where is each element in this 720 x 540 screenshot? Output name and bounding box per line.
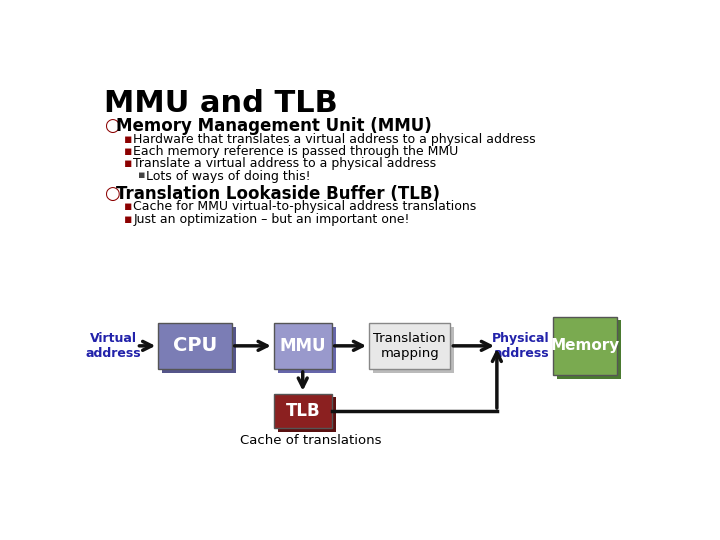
Text: Cache of translations: Cache of translations: [240, 434, 381, 448]
Text: ▪: ▪: [124, 213, 132, 226]
Text: TLB: TLB: [285, 402, 320, 420]
Bar: [277, 397, 336, 432]
Bar: [274, 323, 332, 369]
Bar: [369, 323, 451, 369]
Bar: [277, 327, 336, 373]
Text: Hardware that translates a virtual address to a physical address: Hardware that translates a virtual addre…: [133, 132, 536, 146]
Bar: [373, 327, 454, 373]
Bar: [158, 323, 232, 369]
Text: Memory Management Unit (MMU): Memory Management Unit (MMU): [117, 117, 432, 135]
Text: ○: ○: [104, 117, 120, 135]
Text: Cache for MMU virtual-to-physical address translations: Cache for MMU virtual-to-physical addres…: [133, 200, 477, 213]
Text: Lots of ways of doing this!: Lots of ways of doing this!: [145, 170, 310, 183]
Text: Translation Lookaside Buffer (TLB): Translation Lookaside Buffer (TLB): [117, 185, 441, 203]
Text: Memory: Memory: [551, 339, 620, 353]
Bar: [554, 316, 617, 375]
Text: Translate a virtual address to a physical address: Translate a virtual address to a physica…: [133, 157, 436, 170]
Bar: [274, 394, 332, 428]
Text: ○: ○: [104, 185, 120, 203]
Text: ▪: ▪: [124, 200, 132, 213]
Text: ▪: ▪: [138, 170, 145, 179]
Text: ▪: ▪: [124, 157, 132, 170]
Text: Each memory reference is passed through the MMU: Each memory reference is passed through …: [133, 145, 459, 158]
Text: MMU and TLB: MMU and TLB: [104, 90, 338, 118]
Text: ▪: ▪: [124, 145, 132, 158]
Text: MMU: MMU: [279, 337, 326, 355]
Text: Virtual
address: Virtual address: [86, 332, 141, 360]
Text: ▪: ▪: [124, 132, 132, 146]
Bar: [557, 320, 621, 379]
Text: Just an optimization – but an important one!: Just an optimization – but an important …: [133, 213, 410, 226]
Text: CPU: CPU: [173, 336, 217, 355]
Text: Physical
address: Physical address: [492, 332, 549, 360]
Bar: [162, 327, 235, 373]
Text: Translation
mapping: Translation mapping: [374, 332, 446, 360]
